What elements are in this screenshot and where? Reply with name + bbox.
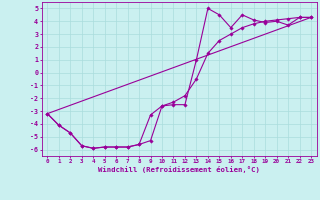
X-axis label: Windchill (Refroidissement éolien,°C): Windchill (Refroidissement éolien,°C) (98, 166, 260, 173)
